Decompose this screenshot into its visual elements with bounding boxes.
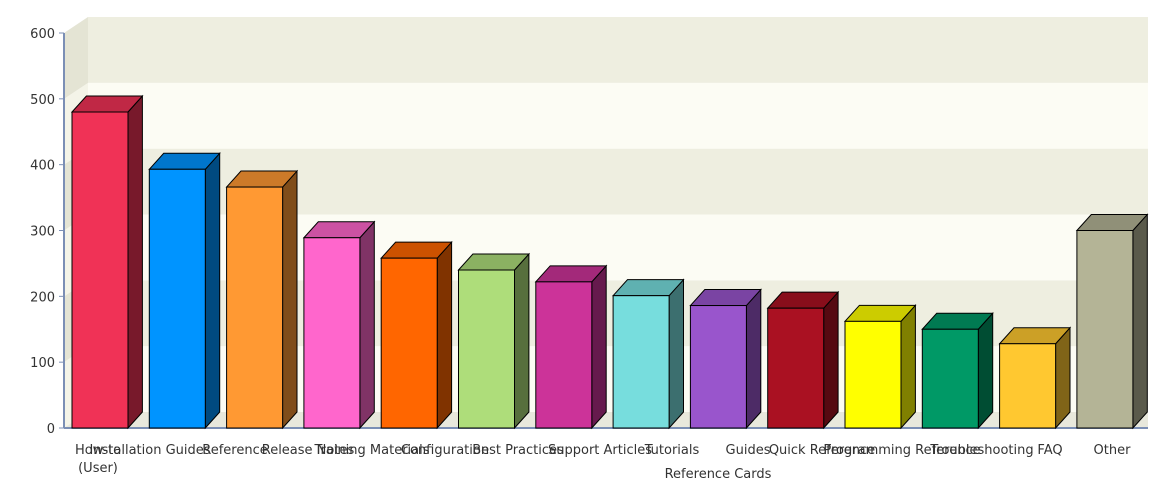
x-category-label: Tutorials [644, 443, 700, 458]
bar-front [303, 237, 361, 429]
x-category-label: Best Practices [472, 443, 564, 458]
side-band [64, 17, 88, 99]
x-category-label: Guides [726, 443, 771, 458]
y-tick-label: 200 [30, 290, 55, 305]
y-tick-label: 0 [47, 422, 55, 437]
bar-front [71, 111, 129, 429]
x-category-label: Troubleshooting [929, 443, 1033, 458]
bar [302, 220, 376, 430]
bar [611, 278, 685, 430]
x-category-labels: How-to (User) Installation GuidesReference… [75, 443, 1131, 476]
bar-front [380, 257, 438, 429]
bar-side [204, 151, 221, 430]
bar-side [514, 252, 530, 430]
bar-front [999, 343, 1057, 429]
bar-front [612, 295, 670, 429]
bar-front [767, 307, 825, 429]
x-category-label: Quick Reference [769, 443, 875, 458]
bar [998, 326, 1072, 430]
bar [380, 240, 453, 430]
y-tick-label: 600 [30, 27, 55, 42]
bar-side [823, 290, 839, 430]
bar-side [977, 311, 994, 430]
bar-side [745, 288, 762, 430]
bar-side [900, 304, 916, 430]
bar-front [148, 168, 206, 429]
bar [689, 288, 762, 430]
bar-side [1132, 213, 1148, 430]
x-category-label: FAQ [1037, 443, 1062, 458]
bar-front [458, 269, 515, 429]
x-category-label: (User) [78, 461, 118, 476]
bar [457, 252, 531, 430]
bar [1075, 213, 1149, 430]
bar [225, 169, 299, 430]
bar-side [436, 240, 453, 430]
grid-band [88, 17, 1148, 83]
x-category-label: Training Materials [313, 443, 429, 458]
x-category-label: Support Articles [548, 443, 652, 458]
bar-side [282, 169, 298, 430]
bar-side [668, 278, 684, 430]
y-tick-label: 400 [30, 159, 55, 174]
x-axis-title: Reference Cards [665, 467, 772, 482]
x-category-label: Configuration [401, 443, 489, 458]
y-tick-label: 300 [30, 225, 55, 240]
x-category-label: Reference [202, 443, 267, 458]
bar [148, 151, 221, 430]
bar [843, 304, 917, 430]
x-category-label: Programming Reference [823, 443, 980, 458]
y-tick-label: 100 [30, 356, 55, 371]
bar-side [359, 220, 375, 430]
bar-side [591, 264, 607, 430]
bar-front [535, 281, 593, 429]
bars [70, 94, 1149, 430]
x-category-label: Release Notes [262, 443, 355, 458]
y-tick-label: 500 [30, 93, 55, 108]
bar [921, 311, 994, 430]
bar-front [226, 186, 284, 429]
x-category-label: How-to [75, 443, 121, 458]
bar [534, 264, 608, 430]
y-tick-labels: 0 100 200 300 400 500 600 [30, 27, 55, 437]
bar [766, 290, 840, 430]
bar-front [1076, 230, 1134, 429]
grid-band [88, 82, 1148, 149]
bar-side [127, 94, 143, 430]
bar [70, 94, 144, 430]
bar-front [921, 328, 979, 429]
x-category-label: Installation Guides [89, 443, 210, 458]
x-category-label: Other [1094, 443, 1132, 458]
bar-front [844, 320, 902, 429]
bar-front [689, 305, 747, 429]
bar-side [1055, 326, 1071, 430]
